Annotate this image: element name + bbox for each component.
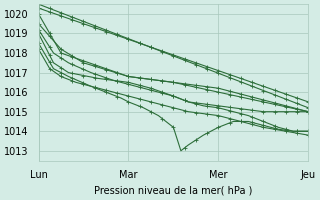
- X-axis label: Pression niveau de la mer( hPa ): Pression niveau de la mer( hPa ): [94, 186, 252, 196]
